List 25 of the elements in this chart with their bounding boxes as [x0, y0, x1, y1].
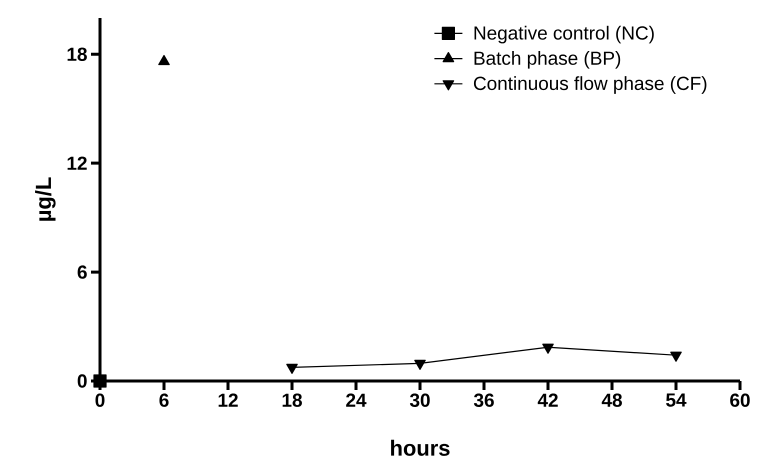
x-tick-label: 6: [159, 394, 169, 407]
point: [542, 344, 554, 354]
x-tick-label: 54: [666, 394, 686, 407]
x-tick-label: 24: [346, 394, 366, 407]
legend-label: Negative control (NC): [474, 26, 654, 44]
y-tick-label: 0: [78, 374, 87, 388]
x-tick-label: 12: [218, 394, 238, 407]
x-tick-label: 18: [282, 394, 302, 407]
point: [670, 352, 682, 362]
x-axis-title: hours: [391, 440, 450, 456]
y-tick-label: 18: [68, 48, 87, 61]
x-tick-label: 48: [602, 394, 622, 407]
point: [158, 54, 170, 66]
point: [286, 364, 298, 374]
legend-label: Continuous flow phase (CF): [474, 76, 706, 94]
x-tick-label: 30: [410, 394, 430, 407]
y-tick-label: 12: [68, 156, 87, 170]
x-tick-label: 60: [730, 394, 750, 407]
y-axis-title: µg/L: [35, 177, 56, 221]
x-tick-label: 36: [474, 394, 494, 407]
legend-label: Batch phase (BP): [474, 50, 620, 69]
point: [414, 360, 426, 370]
y-tick-label: 6: [78, 265, 87, 279]
x-tick-label: 42: [538, 394, 558, 407]
x-tick-label: 0: [95, 394, 104, 407]
